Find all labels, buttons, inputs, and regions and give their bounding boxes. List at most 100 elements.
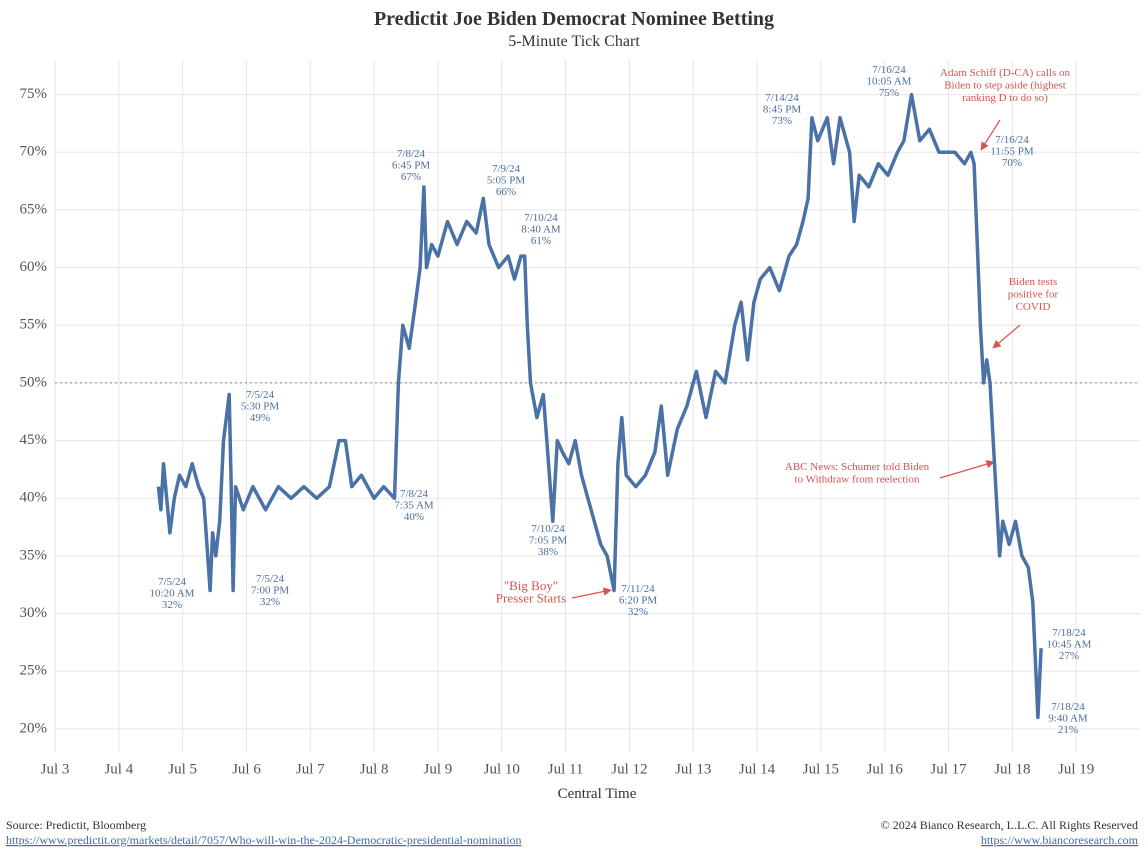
annotation-text: 8:40 AM (521, 224, 561, 236)
annotation-text: 7/5/24 (158, 576, 187, 588)
annotation-text: 32% (162, 599, 182, 611)
y-tick-label: 30% (20, 605, 48, 621)
annotation-text: 7/14/24 (765, 92, 799, 104)
y-tick-label: 45% (20, 432, 48, 448)
annotation-text: 27% (1059, 650, 1079, 662)
annotation-text: 75% (879, 87, 899, 99)
annotation-text: 67% (401, 171, 421, 183)
annotation-text: Adam Schiff (D-CA) calls on (940, 67, 1070, 79)
annotation-text: 10:05 AM (867, 76, 912, 88)
annotation-text: 10:20 AM (150, 588, 195, 600)
annotation-text: 7/8/24 (397, 148, 426, 160)
annotation-text: COVID (1016, 301, 1051, 313)
annotation-text: 7/5/24 (256, 573, 285, 585)
x-tick-label: Jul 16 (867, 761, 904, 777)
annotation-text: positive for (1008, 289, 1059, 301)
chart-subtitle: 5-Minute Tick Chart (508, 33, 640, 50)
annotation-text: 66% (496, 186, 516, 198)
annotation-text: 7/16/24 (872, 64, 906, 76)
annotation-text: 5:05 PM (487, 175, 525, 187)
x-tick-label: Jul 3 (41, 761, 70, 777)
annotation-text: 49% (250, 412, 270, 424)
annotation-text: 9:40 AM (1048, 713, 1088, 725)
x-tick-label: Jul 6 (232, 761, 261, 777)
annotation-text: 21% (1058, 724, 1078, 736)
annotation-text: 70% (1002, 157, 1022, 169)
copyright: © 2024 Bianco Research, L.L.C. All Right… (881, 818, 1138, 832)
annotation-text: 6:45 PM (392, 160, 430, 172)
annotation-text: 7/18/24 (1052, 627, 1086, 639)
y-tick-label: 35% (20, 547, 48, 563)
annotation-text: 5:30 PM (241, 401, 279, 413)
y-tick-label: 50% (20, 374, 48, 390)
x-tick-label: Jul 18 (994, 761, 1030, 777)
arrow (992, 324, 1021, 349)
x-tick-label: Jul 8 (360, 761, 389, 777)
x-axis-label: Central Time (558, 786, 637, 802)
annotation-text: ABC News: Schumer told Biden (785, 461, 930, 473)
site-url[interactable]: https://www.biancoresearch.com (981, 833, 1139, 847)
annotation-text: 7:00 PM (251, 585, 289, 597)
annotation-text: Biden to step aside (highest (944, 80, 1066, 92)
annotation-text: 10:45 AM (1047, 639, 1092, 651)
x-tick-label: Jul 13 (675, 761, 711, 777)
annotation-text: 7/11/24 (621, 583, 655, 595)
y-tick-label: 70% (20, 144, 48, 160)
annotation-text: 7/10/24 (524, 212, 558, 224)
arrow (939, 460, 995, 479)
annotation-text: 7:05 PM (529, 535, 567, 547)
chart-title: Predictit Joe Biden Democrat Nominee Bet… (374, 8, 774, 30)
y-tick-label: 40% (20, 490, 48, 506)
x-tick-label: Jul 14 (739, 761, 776, 777)
annotation-text: 7/5/24 (246, 389, 275, 401)
x-tick-label: Jul 5 (168, 761, 197, 777)
y-tick-label: 55% (20, 317, 48, 333)
annotation: "Big Boy"Presser Starts (496, 578, 566, 606)
annotation-text: 40% (404, 511, 424, 523)
annotation-text: ranking D to do so) (962, 92, 1048, 104)
x-tick-label: Jul 7 (296, 761, 325, 777)
y-tick-label: 20% (20, 720, 48, 736)
annotation-text: 7:35 AM (394, 500, 434, 512)
annotation-text: 7/16/24 (995, 134, 1029, 146)
y-tick-label: 65% (20, 201, 48, 217)
x-tick-label: Jul 15 (803, 761, 839, 777)
annotation-text: 7/9/24 (492, 163, 521, 175)
y-tick-label: 25% (20, 663, 48, 679)
annotation-text: 7/10/24 (531, 523, 565, 535)
annotation-text: 38% (538, 546, 558, 558)
annotation-text: 6:20 PM (619, 595, 657, 607)
x-tick-label: Jul 10 (484, 761, 520, 777)
annotation-text: 8:45 PM (763, 104, 801, 116)
x-tick-label: Jul 12 (611, 761, 647, 777)
annotation-text: Presser Starts (496, 591, 566, 606)
annotation-text: to Withdraw from reelection (795, 474, 920, 486)
annotation-text: 11:55 PM (990, 146, 1034, 158)
annotation-text: 7/8/24 (400, 488, 429, 500)
annotation-text: 73% (772, 115, 792, 127)
source: Source: Predictit, Bloomberg (6, 818, 146, 832)
annotation-text: 7/18/24 (1051, 701, 1085, 713)
source-url[interactable]: https://www.predictit.org/markets/detail… (6, 833, 522, 847)
x-tick-label: Jul 11 (548, 761, 584, 777)
arrow (571, 587, 612, 599)
x-tick-label: Jul 9 (424, 761, 453, 777)
x-tick-label: Jul 4 (104, 761, 133, 777)
annotation-text: 61% (531, 235, 551, 247)
x-tick-label: Jul 17 (930, 761, 967, 777)
